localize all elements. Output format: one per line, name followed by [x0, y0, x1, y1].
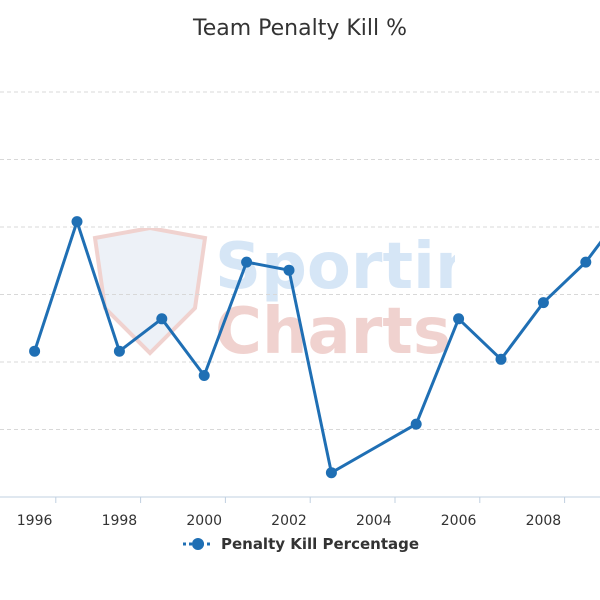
data-point[interactable]: [325, 467, 337, 479]
data-point[interactable]: [113, 345, 125, 357]
x-tick-label: 2008: [526, 513, 562, 529]
legend-marker-icon: [181, 537, 215, 551]
x-tick-label: 1996: [17, 513, 53, 529]
x-tick-label: 2002: [271, 513, 307, 529]
data-point[interactable]: [410, 418, 422, 430]
data-point[interactable]: [29, 345, 41, 357]
legend[interactable]: Penalty Kill Percentage: [0, 535, 600, 553]
data-point[interactable]: [537, 297, 549, 309]
series-penalty-kill-percentage: [29, 216, 600, 479]
x-tick-label: 1998: [102, 513, 138, 529]
data-point[interactable]: [283, 264, 295, 276]
data-point[interactable]: [453, 313, 465, 325]
data-point[interactable]: [198, 370, 210, 381]
x-tick-label: 2000: [186, 513, 222, 529]
data-point[interactable]: [71, 216, 83, 228]
data-point[interactable]: [156, 313, 168, 325]
chart-title: Team Penalty Kill %: [193, 16, 407, 41]
series-line: [33, 220, 600, 475]
data-point[interactable]: [495, 353, 507, 365]
x-tick-label: 2004: [356, 513, 392, 529]
data-point[interactable]: [580, 256, 592, 268]
legend-label: Penalty Kill Percentage: [220, 535, 420, 553]
x-tick-label: 2006: [441, 513, 477, 529]
data-point[interactable]: [241, 256, 253, 268]
x-axis: 19961998200020022004200620082010: [0, 496, 600, 529]
